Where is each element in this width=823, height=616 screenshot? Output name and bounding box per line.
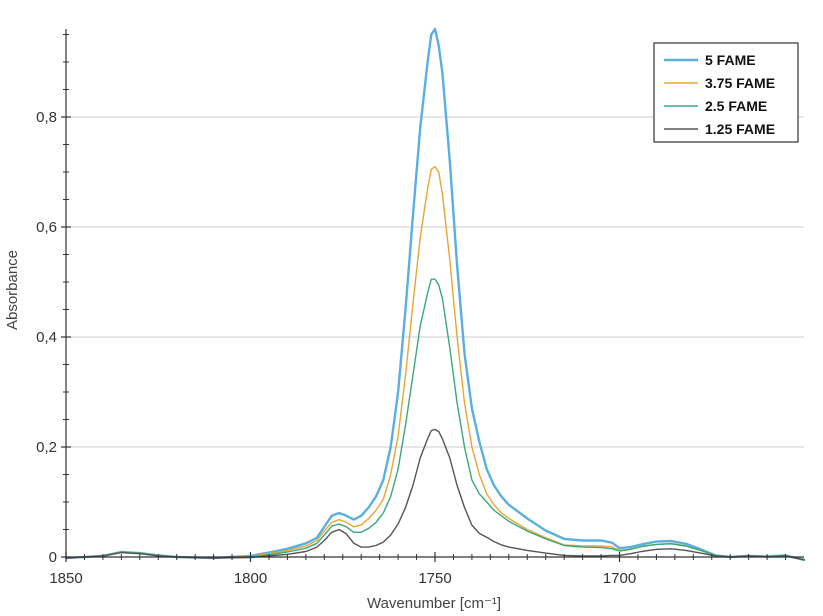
y-tick-label: 0,6 <box>36 219 57 236</box>
y-axis-title: Absorbance <box>4 250 21 330</box>
x-tick-label: 1800 <box>234 570 267 587</box>
series-line-4 <box>65 428 805 561</box>
x-tick-label: 1850 <box>49 570 82 587</box>
series-line-3 <box>65 278 805 561</box>
legend-label-2: 3.75 FAME <box>705 75 775 91</box>
series-lines <box>64 27 806 561</box>
y-tick-label: 0,8 <box>36 109 57 126</box>
y-tick-label: 0 <box>49 549 57 566</box>
y-tick-label: 0,2 <box>36 439 57 456</box>
tick-marks <box>61 34 787 562</box>
legend: 5 FAME 3.75 FAME 2.5 FAME 1.25 FAME <box>653 42 799 143</box>
y-tick-label: 0,4 <box>36 329 57 346</box>
x-tick-label: 1750 <box>418 570 451 587</box>
legend-label-1: 5 FAME <box>705 52 756 68</box>
legend-items: 5 FAME 3.75 FAME 2.5 FAME 1.25 FAME <box>664 52 775 137</box>
x-tick-label: 1700 <box>603 570 636 587</box>
legend-label-4: 1.25 FAME <box>705 121 775 137</box>
x-axis-title: Wavenumber [cm⁻¹] <box>367 595 501 612</box>
legend-label-3: 2.5 FAME <box>705 98 767 114</box>
series-line-2 <box>65 165 805 561</box>
tick-labels: 0 0,2 0,4 0,6 0,8 1850 1800 1750 1700 <box>36 109 636 587</box>
series-line-1 <box>64 27 806 561</box>
